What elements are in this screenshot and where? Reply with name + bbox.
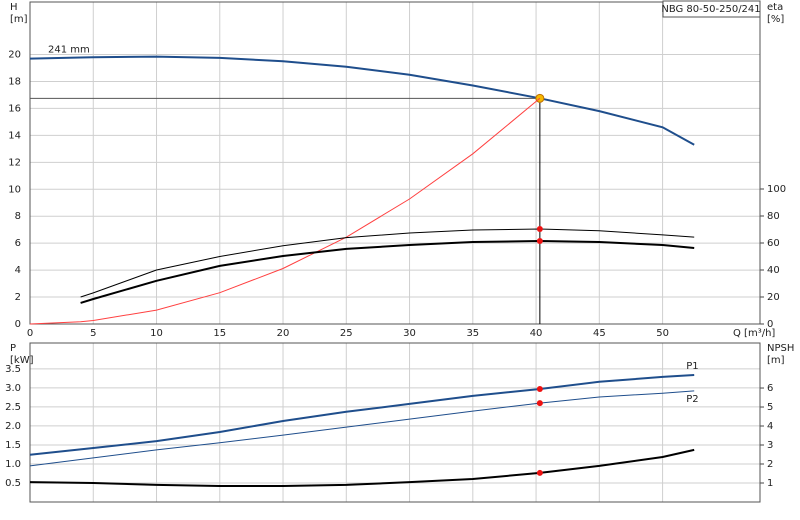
title-box (662, 0, 761, 18)
x-tick-label: 25 (340, 328, 353, 339)
y2-tick-label: 4 (767, 421, 773, 432)
y2-axis-label: eta (767, 2, 783, 13)
series-label: P1 (686, 361, 698, 372)
y2-tick-label: 2 (767, 459, 773, 470)
series-label: 241 mm (48, 45, 90, 56)
series-line (29, 55, 695, 146)
x-tick-label: 0 (27, 328, 33, 339)
plot-area (30, 343, 760, 502)
y-tick-label: 2.0 (5, 421, 21, 432)
y2-tick-label: 1 (767, 478, 773, 489)
y2-tick-label: 0 (767, 319, 773, 330)
y-tick-label: 0.5 (5, 478, 21, 489)
series-line (29, 448, 695, 487)
y-tick-label: 1.0 (5, 459, 21, 470)
y-tick-label: 2 (15, 292, 21, 303)
y2-tick-label: 3 (767, 440, 773, 451)
x-tick-label: 5 (90, 328, 96, 339)
y-tick-label: 18 (8, 76, 21, 87)
x-axis-label: Q [m³/h] (733, 328, 775, 339)
y2-tick-label: 40 (767, 265, 780, 276)
duty-marker (536, 237, 543, 244)
y2-tick-label: 80 (767, 211, 780, 222)
y-tick-label: 1.5 (5, 440, 21, 451)
y-tick-label: 16 (8, 103, 21, 114)
duty-marker (536, 469, 543, 476)
y-tick-label: 10 (8, 184, 21, 195)
series-label: P2 (686, 394, 698, 405)
y-tick-label: 12 (8, 157, 21, 168)
plot-border (29, 342, 761, 503)
y2-tick-label: 20 (767, 292, 780, 303)
series-line (29, 390, 695, 467)
y2-axis-label: NPSH (767, 343, 794, 354)
y-tick-label: 3.5 (5, 364, 21, 375)
y-tick-label: 8 (15, 211, 21, 222)
y-tick-label: 3.0 (5, 383, 21, 394)
y-axis-unit: [kW] (10, 355, 34, 366)
series-line (29, 374, 695, 456)
plot-border (29, 1, 761, 325)
x-tick-label: 30 (403, 328, 416, 339)
y-tick-label: 6 (15, 238, 21, 249)
y-axis-label: P (10, 343, 16, 354)
y-tick-label: 20 (8, 50, 21, 61)
y2-axis-unit: [%] (767, 14, 784, 25)
y-tick-label: 14 (8, 130, 21, 141)
series-line (80, 239, 695, 304)
y2-tick-label: 5 (767, 402, 773, 413)
x-tick-label: 50 (656, 328, 669, 339)
y-tick-label: 0 (15, 319, 21, 330)
duty-marker (536, 225, 543, 232)
x-tick-label: 40 (530, 328, 543, 339)
y-tick-label: 4 (15, 265, 21, 276)
x-tick-label: 35 (466, 328, 479, 339)
y-tick-label: 2.5 (5, 402, 21, 413)
y2-tick-label: 100 (767, 184, 786, 195)
x-tick-label: 45 (593, 328, 606, 339)
y-axis-label: H (10, 2, 18, 13)
x-tick-label: 15 (213, 328, 226, 339)
y2-tick-label: 60 (767, 238, 780, 249)
duty-marker (536, 386, 543, 393)
duty-marker (536, 400, 543, 407)
y2-axis-unit: [m] (767, 355, 785, 366)
series-line (29, 97, 541, 325)
x-tick-label: 20 (277, 328, 290, 339)
series-line (80, 228, 695, 298)
x-tick-label: 10 (150, 328, 163, 339)
y2-tick-label: 6 (767, 383, 773, 394)
chart-title: NBG 80-50-250/241 (661, 4, 760, 15)
y-axis-unit: [m] (10, 14, 28, 25)
